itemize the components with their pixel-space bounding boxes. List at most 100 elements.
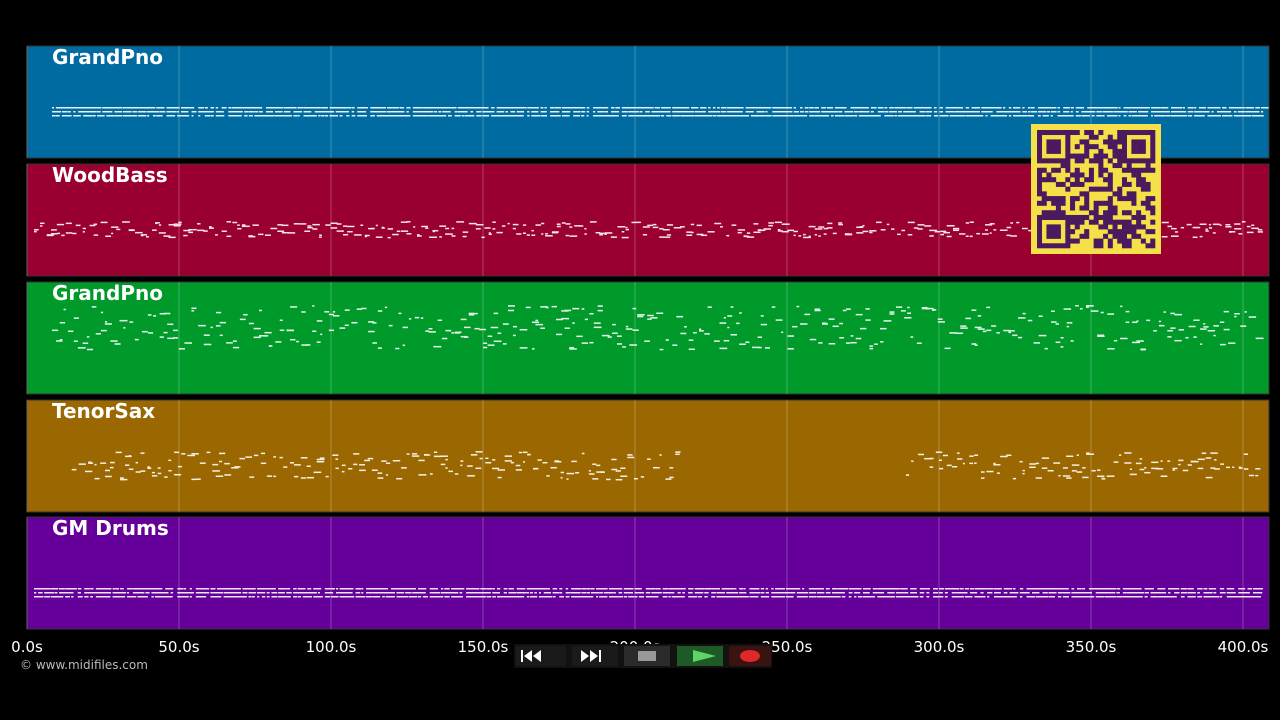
record-button[interactable] bbox=[729, 646, 771, 666]
note bbox=[928, 115, 932, 117]
note bbox=[316, 341, 321, 343]
note bbox=[561, 222, 566, 224]
note bbox=[484, 227, 491, 229]
note bbox=[1188, 325, 1196, 328]
note bbox=[281, 224, 289, 227]
qr-module bbox=[1145, 163, 1151, 169]
note bbox=[817, 596, 825, 598]
rewind-button[interactable] bbox=[516, 646, 566, 666]
note bbox=[990, 107, 999, 109]
note bbox=[752, 596, 757, 598]
note bbox=[785, 588, 793, 590]
note bbox=[400, 588, 407, 590]
track-lane bbox=[26, 516, 1270, 630]
note bbox=[1172, 467, 1178, 470]
note bbox=[814, 115, 822, 117]
note bbox=[1066, 322, 1073, 324]
note bbox=[313, 471, 322, 474]
note bbox=[1246, 225, 1251, 228]
note bbox=[85, 470, 93, 473]
note bbox=[1225, 226, 1232, 228]
note bbox=[1231, 588, 1235, 590]
note bbox=[226, 342, 233, 344]
note bbox=[573, 107, 580, 109]
note bbox=[926, 592, 930, 594]
note bbox=[603, 588, 608, 590]
note bbox=[457, 115, 461, 117]
note bbox=[38, 588, 46, 590]
note bbox=[1051, 310, 1055, 313]
note bbox=[1205, 476, 1213, 479]
note bbox=[726, 596, 734, 598]
note bbox=[675, 453, 680, 456]
note bbox=[595, 232, 601, 234]
note bbox=[1002, 115, 1008, 117]
note bbox=[982, 330, 987, 333]
note bbox=[812, 596, 817, 598]
note bbox=[877, 111, 885, 113]
note bbox=[126, 115, 134, 117]
note bbox=[1255, 474, 1259, 477]
note bbox=[957, 458, 963, 460]
note bbox=[680, 332, 687, 335]
qr-module bbox=[1074, 196, 1080, 202]
note bbox=[1008, 111, 1014, 113]
qr-module bbox=[1060, 210, 1066, 216]
note bbox=[203, 588, 210, 590]
note bbox=[1066, 115, 1071, 117]
note bbox=[34, 588, 39, 590]
note bbox=[269, 107, 276, 109]
note bbox=[319, 236, 322, 238]
note bbox=[288, 111, 291, 113]
note bbox=[1197, 596, 1203, 598]
note bbox=[198, 107, 205, 109]
note bbox=[46, 234, 54, 237]
note bbox=[61, 111, 68, 113]
note bbox=[1095, 592, 1102, 594]
note bbox=[429, 588, 436, 590]
note bbox=[101, 592, 109, 594]
note bbox=[1070, 340, 1074, 342]
qr-module bbox=[1074, 219, 1080, 225]
note bbox=[106, 596, 111, 598]
note bbox=[708, 115, 713, 117]
note bbox=[253, 454, 259, 457]
play-button[interactable] bbox=[677, 646, 723, 666]
note bbox=[652, 223, 657, 226]
note bbox=[584, 228, 587, 230]
note bbox=[1180, 588, 1187, 590]
note bbox=[56, 223, 65, 226]
note bbox=[919, 115, 926, 117]
qr-module bbox=[1150, 196, 1156, 202]
note bbox=[158, 596, 167, 598]
note bbox=[688, 339, 694, 341]
note bbox=[1076, 588, 1082, 590]
qr-module bbox=[1079, 233, 1085, 239]
stop-button[interactable] bbox=[624, 646, 670, 666]
note bbox=[831, 588, 838, 590]
note bbox=[730, 111, 737, 113]
qr-module bbox=[1121, 219, 1127, 225]
note bbox=[447, 111, 451, 113]
note bbox=[1008, 107, 1012, 109]
note bbox=[554, 460, 562, 463]
note bbox=[1086, 453, 1095, 455]
qr-module bbox=[1121, 144, 1127, 150]
note bbox=[560, 471, 564, 474]
note bbox=[412, 592, 419, 594]
note bbox=[739, 343, 746, 345]
note bbox=[341, 464, 346, 467]
note bbox=[71, 592, 74, 594]
note bbox=[944, 588, 952, 590]
note bbox=[714, 222, 722, 225]
forward-button[interactable] bbox=[572, 646, 618, 666]
note bbox=[381, 111, 387, 113]
note bbox=[694, 588, 701, 590]
note bbox=[647, 318, 652, 320]
note bbox=[904, 317, 912, 319]
note bbox=[447, 115, 452, 117]
note bbox=[505, 111, 509, 113]
note bbox=[309, 107, 317, 109]
note bbox=[112, 588, 116, 590]
note bbox=[132, 588, 139, 590]
